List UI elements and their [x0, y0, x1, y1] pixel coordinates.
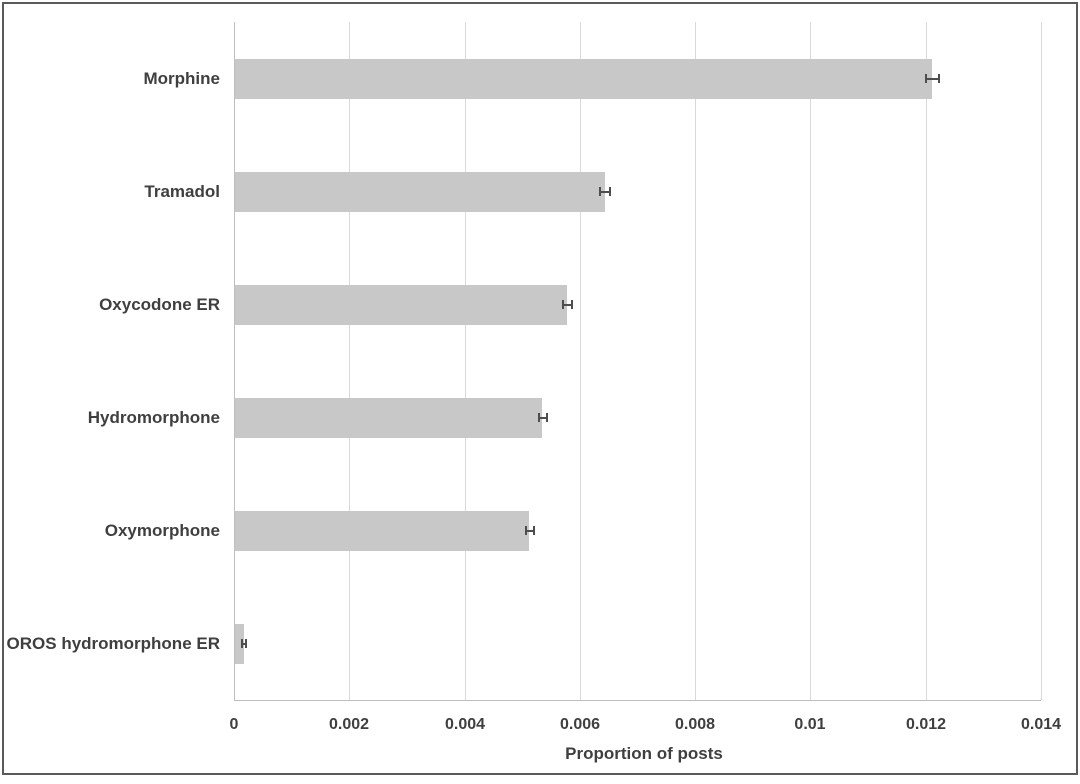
x-tick-label: 0.012: [905, 716, 947, 733]
error-bar-cap-right: [609, 187, 611, 196]
grid-line: [810, 22, 811, 700]
category-label: Oxymorphone: [104, 521, 220, 540]
error-bar-cap-right: [938, 74, 940, 83]
x-axis-title: Proportion of posts: [565, 744, 723, 763]
grid-line: [465, 22, 466, 700]
x-tick-label: 0.01: [794, 716, 826, 733]
category-label: Oxycodone ER: [99, 295, 220, 314]
error-bar-cap-left: [562, 300, 564, 309]
error-bar-cap-right: [245, 639, 247, 648]
error-bar: [925, 78, 939, 80]
x-tick-label: 0.004: [444, 716, 486, 733]
error-bar-cap-left: [925, 74, 927, 83]
x-axis-line: [234, 700, 1041, 701]
grid-line: [580, 22, 581, 700]
x-tick-label: 0.002: [328, 716, 370, 733]
error-bar-cap-right: [546, 413, 548, 422]
bar: [235, 511, 529, 551]
bar: [235, 285, 567, 325]
error-bar-cap-left: [525, 526, 527, 535]
error-bar-cap-right: [533, 526, 535, 535]
error-bar: [599, 191, 611, 193]
category-label: Tramadol: [144, 182, 220, 201]
error-bar: [241, 643, 246, 645]
grid-line: [349, 22, 350, 700]
category-label: Morphine: [143, 69, 221, 88]
grid-line: [695, 22, 696, 700]
error-bar-cap-left: [538, 413, 540, 422]
y-axis-line: [234, 22, 235, 700]
error-bar: [525, 530, 534, 532]
grid-line: [926, 22, 927, 700]
error-bar-cap-left: [599, 187, 601, 196]
grid-line: [1041, 22, 1042, 700]
error-bar: [562, 304, 572, 306]
x-tick-label: 0: [229, 716, 239, 733]
bar: [235, 624, 244, 664]
category-label: OROS hydromorphone ER: [6, 634, 220, 653]
error-bar: [538, 417, 547, 419]
x-tick-label: 0.014: [1020, 716, 1062, 733]
bar: [235, 398, 542, 438]
error-bar-cap-right: [571, 300, 573, 309]
x-tick-label: 0.008: [674, 716, 716, 733]
bar: [235, 59, 932, 99]
x-tick-label: 0.006: [559, 716, 601, 733]
bar: [235, 172, 605, 212]
category-label: Hydromorphone: [87, 408, 220, 427]
error-bar-cap-left: [241, 639, 243, 648]
